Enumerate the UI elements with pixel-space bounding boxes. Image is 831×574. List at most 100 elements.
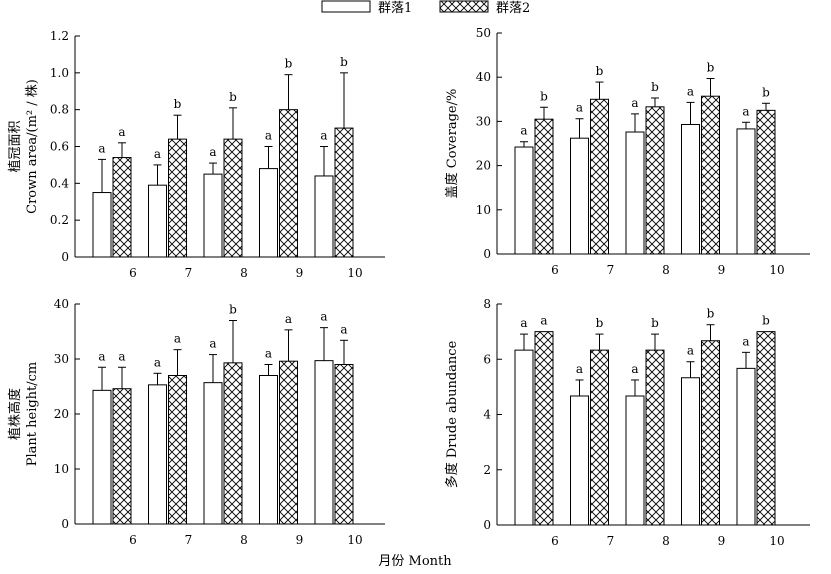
significance-label: b xyxy=(229,303,237,317)
bar-series2-10 xyxy=(756,109,776,255)
significance-label: a xyxy=(540,314,547,328)
significance-label: a xyxy=(520,124,527,138)
x-tick-label: 7 xyxy=(607,263,615,277)
chart-panel-1: 0 0.2 0.4 0.6 0.8 1.0 1.2 植冠面积 Crown area/(m² / … xyxy=(8,29,385,280)
y-tick-label: 2 xyxy=(483,463,491,477)
significance-label: b xyxy=(596,316,604,330)
y-axis-title: 盖度 Coverage/% xyxy=(444,89,460,199)
significance-label: a xyxy=(154,147,161,161)
significance-label: a xyxy=(209,145,216,159)
x-tick-label: 7 xyxy=(607,534,615,548)
y-tick-label: 20 xyxy=(476,159,491,173)
y-tick-label: 30 xyxy=(476,114,491,128)
bar-series2-7 xyxy=(590,349,609,526)
y-tick-label: 0 xyxy=(61,517,69,531)
y-axis-title: 植冠面积 xyxy=(8,120,23,172)
x-tick-label: 8 xyxy=(240,266,248,280)
bar-series2-10 xyxy=(334,127,354,258)
significance-label: b xyxy=(540,89,548,103)
bar-series1-9 xyxy=(259,168,278,258)
x-tick-label: 9 xyxy=(296,266,304,280)
x-tick-label: 10 xyxy=(769,534,784,548)
y-axis-title: Plant height/cm xyxy=(25,362,40,467)
significance-label: b xyxy=(651,80,659,94)
bar-series1-8 xyxy=(625,131,645,255)
significance-label: a xyxy=(98,141,105,155)
significance-label: b xyxy=(762,314,770,328)
legend: 群落1 群落2 xyxy=(321,0,530,16)
significance-label: a xyxy=(174,332,181,346)
significance-label: a xyxy=(265,347,272,361)
significance-label: a xyxy=(631,362,638,376)
bar-series1-10 xyxy=(736,367,756,526)
bar-series2-8 xyxy=(223,362,243,525)
x-tick-label: 7 xyxy=(185,533,193,547)
y-tick-label: 40 xyxy=(476,70,491,84)
x-tick-label: 8 xyxy=(662,534,670,548)
significance-label: b xyxy=(285,57,293,71)
significance-label: a xyxy=(118,349,125,363)
bar-series1-6 xyxy=(514,146,534,255)
legend-swatch-series1 xyxy=(321,0,371,13)
y-tick-label: 40 xyxy=(54,297,69,311)
bar-series1-6 xyxy=(92,192,112,258)
x-tick-label: 6 xyxy=(551,534,559,548)
y-axis-title: Crown area/(m² / 株) xyxy=(25,79,40,214)
y-tick-label: 10 xyxy=(54,462,69,476)
significance-label: a xyxy=(631,96,638,110)
bar-series1-9 xyxy=(681,123,700,255)
significance-label: b xyxy=(340,55,348,69)
significance-label: a xyxy=(576,101,583,115)
legend-swatch-series2 xyxy=(439,0,489,13)
bar-series2-7 xyxy=(590,98,609,255)
x-axis-title: 月份 Month xyxy=(378,554,452,569)
bar-series1-8 xyxy=(203,173,223,258)
x-tick-label: 10 xyxy=(347,266,362,280)
bar-series2-9 xyxy=(701,340,720,526)
bar-series2-7 xyxy=(168,375,187,525)
bar-series2-10 xyxy=(756,331,776,526)
x-tick-label: 6 xyxy=(129,266,137,280)
bar-series2-10 xyxy=(334,364,354,525)
bar-series2-9 xyxy=(701,95,720,255)
y-tick-label: 4 xyxy=(483,408,491,422)
legend-label-series1: 群落1 xyxy=(378,1,412,16)
chart-panels: 0 0.2 0.4 0.6 0.8 1.0 1.2 植冠面积 Crown area/(m² / … xyxy=(7,26,810,548)
y-tick-label: 8 xyxy=(483,297,491,311)
y-tick-label: 20 xyxy=(54,407,69,421)
significance-label: b xyxy=(707,307,715,321)
x-tick-label: 7 xyxy=(185,266,193,280)
significance-label: a xyxy=(340,322,347,336)
y-tick-label: 50 xyxy=(476,26,491,40)
y-tick-label: 30 xyxy=(54,352,69,366)
bar-series1-8 xyxy=(203,382,223,525)
bar-series2-8 xyxy=(645,349,665,526)
bar-series1-10 xyxy=(314,360,334,525)
significance-label: a xyxy=(285,312,292,326)
y-tick-label: 0 xyxy=(61,250,69,264)
significance-label: b xyxy=(762,85,770,99)
bar-series2-8 xyxy=(223,138,243,258)
x-tick-label: 6 xyxy=(551,263,559,277)
significance-label: a xyxy=(265,129,272,143)
bar-series1-6 xyxy=(514,349,534,526)
bar-series1-10 xyxy=(314,175,334,258)
x-tick-label: 10 xyxy=(347,533,362,547)
x-tick-label: 8 xyxy=(240,533,248,547)
y-tick-label: 0.8 xyxy=(50,103,69,117)
bar-series1-9 xyxy=(681,377,700,526)
significance-label: b xyxy=(596,64,604,78)
y-axis-title: 植株高度 xyxy=(7,388,23,440)
significance-label: a xyxy=(520,316,527,330)
significance-label: a xyxy=(320,310,327,324)
bar-series2-7 xyxy=(168,138,187,258)
significance-label: a xyxy=(320,129,327,143)
y-axis-title: 多度 Drude abundance xyxy=(444,340,460,488)
significance-label: a xyxy=(98,349,105,363)
bar-series2-6 xyxy=(112,388,132,525)
y-tick-label: 0.2 xyxy=(50,213,69,227)
